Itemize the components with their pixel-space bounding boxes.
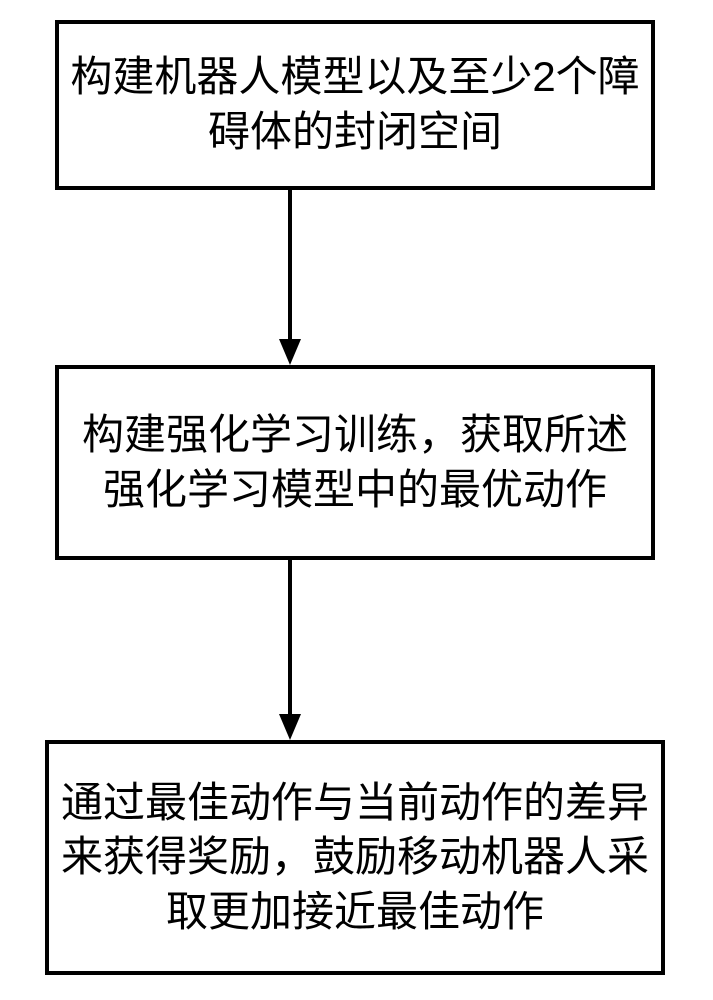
- flowchart-canvas: 构建机器人模型以及至少2个障碍体的封闭空间 构建强化学习训练，获取所述强化学习模…: [0, 0, 713, 1000]
- flowchart-node-2-text: 构建强化学习训练，获取所述强化学习模型中的最优动作: [69, 408, 641, 517]
- flowchart-node-1-text: 构建机器人模型以及至少2个障碍体的封闭空间: [69, 50, 641, 159]
- flowchart-arrow-1: [275, 190, 305, 365]
- flowchart-arrow-2: [275, 560, 305, 740]
- flowchart-node-3-text: 通过最佳动作与当前动作的差异来获得奖励，鼓励移动机器人采取更加接近最佳动作: [59, 776, 651, 940]
- flowchart-node-3: 通过最佳动作与当前动作的差异来获得奖励，鼓励移动机器人采取更加接近最佳动作: [45, 740, 665, 975]
- flowchart-node-2: 构建强化学习训练，获取所述强化学习模型中的最优动作: [55, 365, 655, 560]
- flowchart-node-1: 构建机器人模型以及至少2个障碍体的封闭空间: [55, 20, 655, 190]
